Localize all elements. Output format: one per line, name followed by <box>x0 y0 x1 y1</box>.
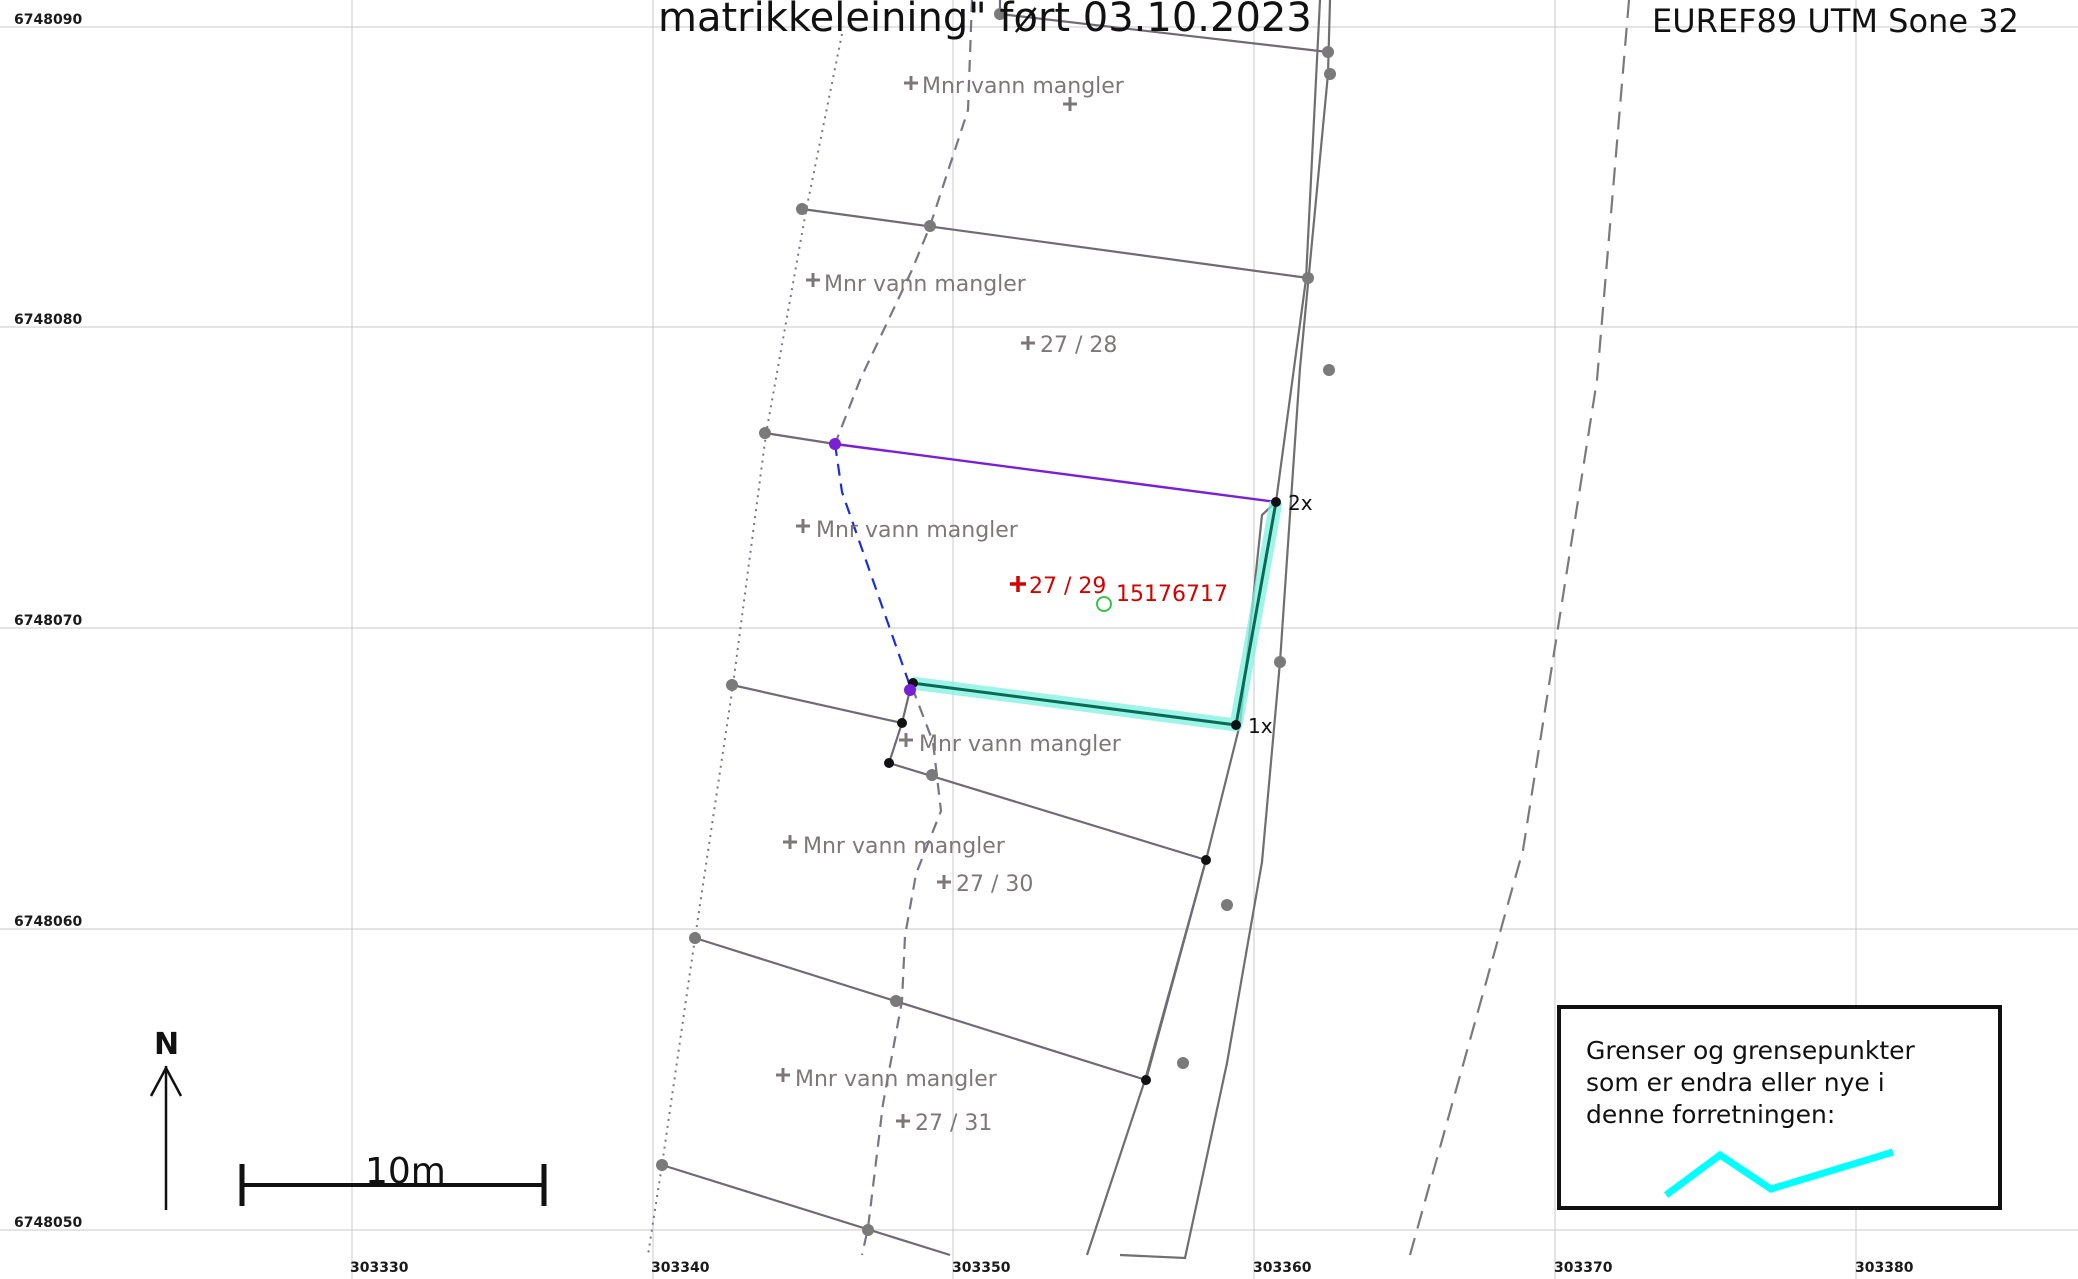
boundary-point[interactable] <box>1274 656 1286 668</box>
legend-changed-boundary-swatch <box>1663 1148 1895 1198</box>
boundary-line <box>801 207 1309 280</box>
y-axis-tick-labels: 6748090 6748080 6748070 6748060 6748050 <box>14 12 82 1231</box>
boundary-point[interactable] <box>926 769 938 781</box>
boundary-point[interactable] <box>862 1224 874 1236</box>
x-tick-label: 303340 <box>651 1260 710 1276</box>
boundary-point[interactable] <box>897 718 907 728</box>
point-label-1x: 1x <box>1248 714 1273 738</box>
scale-label: 10m <box>365 1151 446 1192</box>
boundary-point[interactable] <box>1221 899 1233 911</box>
boundary-line <box>764 431 836 446</box>
map-title: matrikkeleining" ført 03.10.2023 <box>658 0 1312 41</box>
dashed-boundary-lower <box>860 686 943 1256</box>
parcel-label-mnr-1: Mnr vann mangler <box>904 74 1125 99</box>
north-arrow-icon <box>149 1065 183 1097</box>
boundary-point[interactable] <box>994 8 1006 20</box>
boundary-point[interactable] <box>689 932 701 944</box>
boundary-line <box>661 1163 951 1257</box>
parcel-marker <box>1063 97 1077 111</box>
boundary-point[interactable] <box>1324 68 1336 80</box>
boundary-point-purple[interactable] <box>904 684 916 696</box>
dashed-boundary <box>833 0 974 445</box>
boundary-point[interactable] <box>1177 1057 1189 1069</box>
boundary-points <box>656 8 1336 1236</box>
boundary-point[interactable] <box>726 679 738 691</box>
parcel-label-27-31: 27 / 31 <box>896 1111 992 1136</box>
parcel-label-mnr-4: Mnr vann mangler <box>899 732 1122 757</box>
parcel-label-27-30: 27 / 30 <box>937 872 1033 897</box>
parcel-label-mnr-2: Mnr vann mangler <box>806 272 1027 297</box>
boundary-point-2x[interactable] <box>1271 497 1281 507</box>
x-tick-label: 303370 <box>1554 1260 1613 1276</box>
boundary-point[interactable] <box>759 427 771 439</box>
y-tick-label: 6748070 <box>14 613 82 629</box>
boundary-point[interactable] <box>1201 855 1211 865</box>
y-tick-label: 6748080 <box>14 312 82 328</box>
boundary-point[interactable] <box>1322 46 1334 58</box>
north-label: N <box>154 1027 179 1062</box>
boundary-point[interactable] <box>1141 1075 1151 1085</box>
point-label-2x: 2x <box>1288 491 1313 515</box>
boundary-line <box>731 683 903 725</box>
boundary-point-purple[interactable] <box>829 438 841 450</box>
parcel-label-mnr-3: Mnr vann mangler <box>796 518 1019 543</box>
legend-line-3: denne forretningen: <box>1586 1100 1835 1129</box>
y-tick-label: 6748050 <box>14 1215 82 1231</box>
parcel-label-text: 27 / 28 <box>1040 333 1117 358</box>
boundary-point[interactable] <box>1323 364 1335 376</box>
boundary-point[interactable] <box>924 220 936 232</box>
road-edge-line <box>1119 0 1332 1260</box>
parcel-label-27-28: 27 / 28 <box>1021 333 1117 358</box>
parcel-label-mnr-6: Mnr vann mangler <box>776 1067 998 1092</box>
parcel-label-text: Mnr vann mangler <box>795 1067 998 1092</box>
parcel-label-text: Mnr vann mangler <box>816 518 1019 543</box>
legend-line-1: Grenser og grensepunkter <box>1586 1036 1916 1065</box>
x-tick-label: 303350 <box>952 1260 1011 1276</box>
y-tick-label: 6748090 <box>14 12 82 28</box>
boundary-line <box>694 689 1208 1082</box>
boundary-point[interactable] <box>890 995 902 1007</box>
parcel-label-mnr-5: Mnr vann mangler <box>783 834 1006 859</box>
boundary-point[interactable] <box>884 758 894 768</box>
boundary-point[interactable] <box>1302 272 1314 284</box>
parcel-label-text: Mnr vann mangler <box>922 74 1125 99</box>
legend-line-2: som er endra eller nye i <box>1586 1068 1885 1097</box>
coordinate-system-label: EUREF89 UTM Sone 32 <box>1652 2 2019 40</box>
far-dashed-boundary <box>1408 0 1631 1256</box>
active-parcel-label[interactable]: 27 / 29 15176717 <box>1010 574 1228 612</box>
x-tick-label: 303330 <box>350 1260 409 1276</box>
x-axis-tick-labels: 303330 303340 303350 303360 303370 30338… <box>350 1260 1914 1276</box>
boundary-point[interactable] <box>796 203 808 215</box>
purple-boundary <box>834 442 1277 504</box>
y-tick-label: 6748060 <box>14 914 82 930</box>
north-arrow: N <box>149 1027 183 1210</box>
boundary-point[interactable] <box>656 1159 668 1171</box>
active-parcel-number: 27 / 29 <box>1029 574 1106 599</box>
parcel-labels: Mnr vann mangler Mnr vann mangler 27 / 2… <box>776 74 1125 1136</box>
blue-dashed-boundary <box>833 443 912 687</box>
x-tick-label: 303380 <box>1855 1260 1914 1276</box>
parcel-label-text: 27 / 31 <box>915 1111 992 1136</box>
boundary-point-1x[interactable] <box>1231 720 1241 730</box>
parcel-label-text: Mnr vann mangler <box>803 834 1006 859</box>
parcel-label-text: 27 / 30 <box>956 872 1033 897</box>
scale-bar: 10m <box>239 1151 547 1206</box>
legend-box: Grenser og grensepunkter som er endra el… <box>1557 1005 2002 1210</box>
parcel-centroid-marker <box>1096 596 1112 612</box>
parcel-label-text: Mnr vann mangler <box>919 732 1122 757</box>
active-parcel-id: 15176717 <box>1116 582 1228 607</box>
parcel-label-text: Mnr vann mangler <box>824 272 1027 297</box>
x-tick-label: 303360 <box>1253 1260 1312 1276</box>
